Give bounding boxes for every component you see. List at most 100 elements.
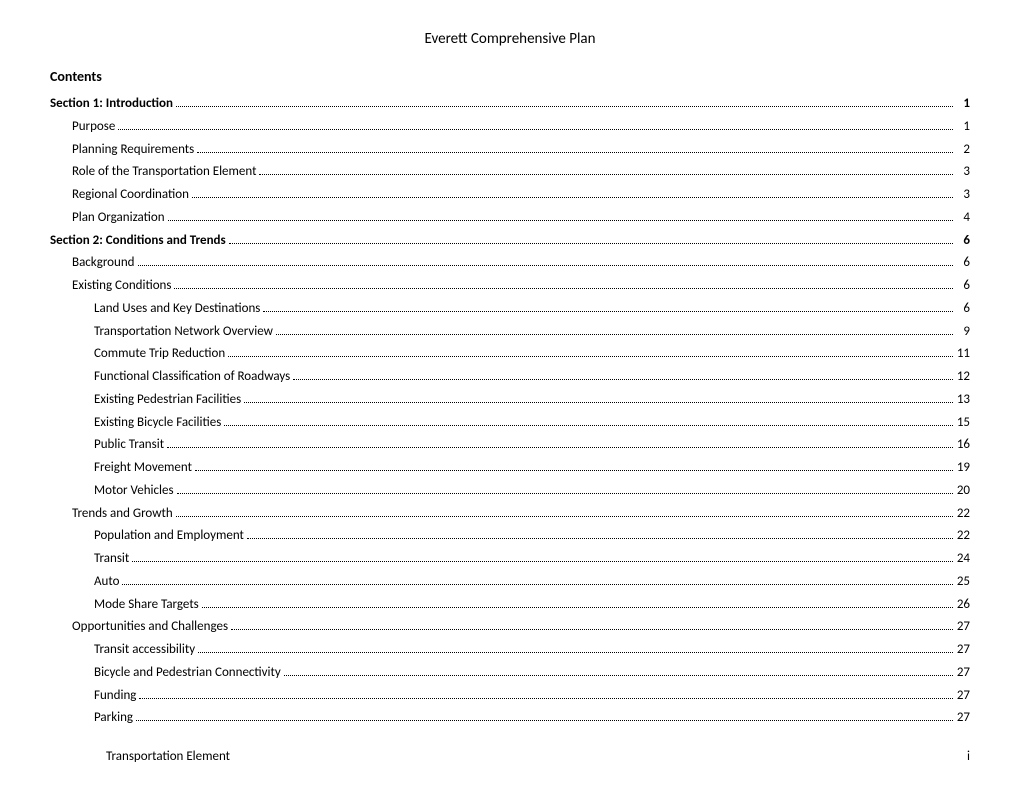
toc-entry: Regional Coordination 3	[50, 184, 970, 207]
toc-leader	[122, 584, 953, 585]
toc-entry: Commute Trip Reduction11	[50, 343, 970, 366]
toc-entry-label: Population and Employment	[94, 525, 244, 548]
toc-entry: Section 2: Conditions and Trends 6	[50, 230, 970, 253]
toc-leader	[174, 288, 953, 289]
document-title: Everett Comprehensive Plan	[50, 30, 970, 48]
toc-leader	[176, 516, 953, 517]
toc-entry: Land Uses and Key Destinations 6	[50, 298, 970, 321]
toc-entry-label: Purpose	[72, 116, 115, 139]
toc-leader	[247, 538, 953, 539]
toc-leader	[138, 265, 954, 266]
toc-entry-label: Trends and Growth	[72, 503, 173, 526]
toc-entry-page: 27	[956, 707, 970, 730]
toc-entry-label: Public Transit	[94, 434, 164, 457]
toc-entry-label: Commute Trip Reduction	[94, 343, 225, 366]
toc-entry: Parking27	[50, 707, 970, 730]
toc-leader	[195, 470, 953, 471]
toc-leader	[176, 106, 953, 107]
toc-entry-label: Motor Vehicles	[94, 480, 174, 503]
toc-entry-page: 6	[956, 275, 970, 298]
page-footer: Transportation Element i	[50, 749, 970, 764]
toc-entry-label: Bicycle and Pedestrian Connectivity	[94, 662, 281, 685]
toc-leader	[202, 607, 953, 608]
toc-entry-page: 6	[956, 230, 970, 253]
toc-entry-label: Section 2: Conditions and Trends	[50, 230, 226, 253]
toc-entry: Background 6	[50, 252, 970, 275]
toc-entry-page: 3	[956, 161, 970, 184]
toc-entry: Funding27	[50, 685, 970, 708]
toc-entry-page: 12	[956, 366, 970, 389]
toc-entry-page: 16	[956, 434, 970, 457]
toc-entry: Transit 24	[50, 548, 970, 571]
toc-leader	[192, 197, 953, 198]
toc-entry: Planning Requirements2	[50, 139, 970, 162]
toc-entry-page: 24	[956, 548, 970, 571]
toc-leader	[276, 334, 953, 335]
toc-leader	[231, 629, 953, 630]
toc-leader	[293, 379, 953, 380]
toc-entry-page: 22	[956, 503, 970, 526]
toc-leader	[168, 220, 953, 221]
toc-entry-page: 26	[956, 594, 970, 617]
toc-entry: Public Transit 16	[50, 434, 970, 457]
toc-entry-page: 27	[956, 662, 970, 685]
toc-entry-label: Transit	[94, 548, 129, 571]
document-page: Everett Comprehensive Plan Contents Sect…	[0, 0, 1020, 788]
toc-leader	[244, 402, 953, 403]
table-of-contents: Section 1: Introduction1Purpose1Planning…	[50, 93, 970, 730]
toc-entry: Opportunities and Challenges 27	[50, 616, 970, 639]
toc-entry-label: Functional Classification of Roadways	[94, 366, 290, 389]
toc-entry-page: 3	[956, 184, 970, 207]
toc-entry-label: Transit accessibility	[94, 639, 195, 662]
toc-leader	[228, 356, 953, 357]
toc-entry-page: 22	[956, 525, 970, 548]
toc-entry: Bicycle and Pedestrian Connectivity 27	[50, 662, 970, 685]
toc-entry: Transit accessibility 27	[50, 639, 970, 662]
toc-leader	[263, 311, 953, 312]
toc-leader	[132, 561, 953, 562]
toc-leader	[118, 129, 953, 130]
contents-heading: Contents	[50, 68, 970, 85]
toc-leader	[139, 698, 953, 699]
toc-entry: Existing Pedestrian Facilities13	[50, 389, 970, 412]
footer-page-number: i	[967, 749, 970, 764]
toc-entry-page: 15	[956, 412, 970, 435]
toc-entry-label: Role of the Transportation Element	[72, 161, 256, 184]
toc-entry-page: 6	[956, 298, 970, 321]
toc-entry-label: Planning Requirements	[72, 139, 194, 162]
toc-entry-label: Auto	[94, 571, 119, 594]
toc-entry-page: 27	[956, 616, 970, 639]
toc-leader	[136, 720, 953, 721]
toc-entry-label: Mode Share Targets	[94, 594, 199, 617]
toc-entry-page: 6	[956, 252, 970, 275]
toc-entry-page: 1	[956, 116, 970, 139]
toc-entry-label: Funding	[94, 685, 136, 708]
toc-entry-label: Existing Bicycle Facilities	[94, 412, 221, 435]
toc-entry-label: Opportunities and Challenges	[72, 616, 228, 639]
toc-entry-page: 20	[956, 480, 970, 503]
toc-entry: Purpose 1	[50, 116, 970, 139]
toc-entry-page: 27	[956, 639, 970, 662]
toc-entry: Freight Movement19	[50, 457, 970, 480]
toc-entry-label: Land Uses and Key Destinations	[94, 298, 260, 321]
toc-entry: Motor Vehicles 20	[50, 480, 970, 503]
toc-entry: Role of the Transportation Element 3	[50, 161, 970, 184]
toc-leader	[197, 152, 953, 153]
toc-entry-label: Plan Organization	[72, 207, 165, 230]
toc-entry-label: Transportation Network Overview	[94, 321, 273, 344]
toc-entry: Mode Share Targets 26	[50, 594, 970, 617]
toc-entry: Auto 25	[50, 571, 970, 594]
footer-section-name: Transportation Element	[106, 749, 230, 764]
toc-entry: Trends and Growth 22	[50, 503, 970, 526]
toc-entry-page: 25	[956, 571, 970, 594]
toc-entry-label: Section 1: Introduction	[50, 93, 173, 116]
toc-entry: Plan Organization4	[50, 207, 970, 230]
toc-entry-page: 1	[956, 93, 970, 116]
toc-entry-label: Existing Pedestrian Facilities	[94, 389, 241, 412]
toc-entry: Functional Classification of Roadways 12	[50, 366, 970, 389]
toc-entry: Existing Bicycle Facilities 15	[50, 412, 970, 435]
toc-entry: Section 1: Introduction 1	[50, 93, 970, 116]
toc-entry-page: 19	[956, 457, 970, 480]
toc-entry-label: Regional Coordination	[72, 184, 189, 207]
toc-entry-label: Background	[72, 252, 135, 275]
